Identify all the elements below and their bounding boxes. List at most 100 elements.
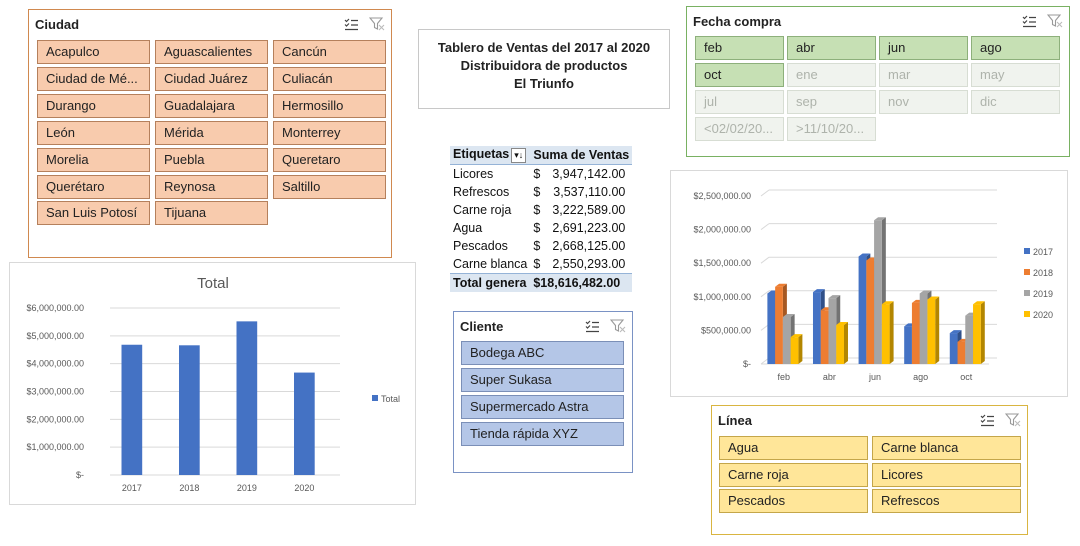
bar-2017-ago	[904, 326, 912, 364]
ciudad-item-cancun[interactable]: Cancún	[273, 40, 386, 64]
pivot-row[interactable]: Licores $3,947,142.00	[450, 165, 632, 184]
bar-2018-oct	[957, 341, 966, 364]
currency-symbol: $	[533, 185, 541, 199]
cliente-item-super-sukasa[interactable]: Super Sukasa	[461, 368, 624, 392]
x-tick-label: 2017	[122, 483, 142, 493]
fecha-item-may[interactable]: may	[971, 63, 1060, 87]
ciudad-item-ciudad-de-me[interactable]: Ciudad de Mé...	[37, 66, 150, 91]
pivot-row-label: Carne roja	[453, 203, 512, 217]
bar-side-2020-jun	[889, 301, 894, 364]
bar-2020-abr	[836, 325, 844, 364]
chart-total-by-year[interactable]: Total $- $1,000,000.00 $2,000,000.00 $3,000,…	[9, 262, 416, 505]
ciudad-item-queretaro[interactable]: Querétaro	[37, 174, 150, 199]
ciudad-item-ciudad-juarez[interactable]: Ciudad Juárez	[155, 66, 268, 91]
clear-filter-icon[interactable]	[369, 16, 385, 32]
multi-select-icon[interactable]	[584, 318, 600, 334]
ciudad-item-tijuana[interactable]: Tijuana	[155, 201, 268, 226]
pivot-row-value-cell: $2,550,293.00	[530, 255, 632, 274]
ciudad-item-culiacan[interactable]: Culiacán	[273, 66, 386, 91]
y-tick-label: $2,000,000.00	[693, 225, 751, 235]
pivot-total-value: $18,616,482.00	[530, 273, 633, 292]
currency-symbol: $	[533, 203, 541, 217]
legend-swatch-2020	[1024, 311, 1030, 317]
pivot-row[interactable]: Carne blanca $2,550,293.00	[450, 255, 632, 274]
linea-item-agua[interactable]: Agua	[719, 436, 868, 460]
chart-total-svg: Total $- $1,000,000.00 $2,000,000.00 $3,000,…	[26, 275, 400, 493]
fecha-item-sep[interactable]: sep	[787, 90, 876, 114]
y-tick-label: $6,000,000.00	[26, 303, 84, 313]
ciudad-item-guadalajara[interactable]: Guadalajara	[155, 93, 268, 118]
multi-select-icon[interactable]	[979, 412, 995, 428]
ciudad-item-morelia[interactable]: Morelia	[37, 147, 150, 172]
fecha-item-abr[interactable]: abr	[787, 36, 876, 60]
multi-select-icon[interactable]	[1021, 13, 1037, 29]
bar-top-2020-oct	[973, 301, 985, 305]
fecha-item-mar[interactable]: mar	[879, 63, 968, 87]
pivot-row-value: 3,947,142.00	[552, 167, 626, 181]
linea-item-carne-blanca[interactable]: Carne blanca	[872, 436, 1021, 460]
pivot-row-value: 3,222,589.00	[552, 203, 626, 217]
ciudad-item-merida[interactable]: Mérida	[155, 120, 268, 145]
ciudad-item-leon[interactable]: León	[37, 120, 150, 145]
ciudad-item-san-luis-potosi[interactable]: San Luis Potosí	[37, 201, 150, 226]
linea-item-carne-roja[interactable]: Carne roja	[719, 462, 868, 487]
sort-filter-button[interactable]: ▾↓	[511, 147, 527, 163]
bar-top-2020-jun	[881, 301, 894, 305]
fecha-item-dic[interactable]: dic	[971, 90, 1060, 114]
pivot-row[interactable]: Agua $2,691,223.00	[450, 219, 632, 237]
bar-side-2020-feb	[798, 334, 803, 364]
bar-2018-jun	[866, 260, 875, 364]
bar-2020-oct	[973, 304, 981, 364]
clear-filter-icon[interactable]	[610, 318, 626, 334]
pivot-row[interactable]: Pescados $2,668,125.00	[450, 237, 632, 255]
clear-filter-icon[interactable]	[1005, 412, 1021, 428]
pivot-row-label: Pescados	[453, 239, 508, 253]
pivot-row[interactable]: Carne roja $3,222,589.00	[450, 201, 632, 219]
legend-label: 2017	[1033, 247, 1053, 257]
bar-2018-abr	[820, 310, 829, 364]
x-tick-label: feb	[778, 372, 791, 382]
ciudad-item-saltillo[interactable]: Saltillo	[273, 174, 386, 199]
cliente-item-bodega-abc[interactable]: Bodega ABC	[461, 341, 624, 365]
chart-monthly-svg: $- $500,000.00 $1,000,000.00 $1,500,000.00 $…	[693, 189, 1053, 382]
slicer-title: Cliente	[460, 318, 504, 334]
fecha-item-ene[interactable]: ene	[787, 63, 876, 87]
fecha-item-nov[interactable]: nov	[879, 90, 968, 114]
y-tick-label: $500,000.00	[701, 325, 751, 335]
slicer-fecha-compra: Fecha compra feb abr jun ago oct ene mar may jul…	[686, 6, 1070, 157]
dashboard-title-line1: Tablero de Ventas del 2017 al 2020	[437, 40, 651, 55]
bar-top-2017-jun	[858, 253, 871, 257]
ciudad-item-queretaro[interactable]: Queretaro	[273, 147, 386, 172]
fecha-item-jun[interactable]: jun	[879, 36, 968, 60]
multi-select-icon[interactable]	[343, 16, 359, 32]
cliente-item-tienda-rapida-xyz[interactable]: Tienda rápida XYZ	[461, 422, 624, 446]
pivot-row[interactable]: Refrescos $3,537,110.00	[450, 183, 632, 201]
linea-item-licores[interactable]: Licores	[872, 462, 1021, 487]
cliente-item-supermercado-astra[interactable]: Supermercado Astra	[461, 395, 624, 419]
ciudad-item-acapulco[interactable]: Acapulco	[37, 40, 150, 64]
fecha-item-oct[interactable]: oct	[695, 63, 784, 87]
pivot-row-label: Agua	[453, 221, 483, 235]
linea-item-refrescos[interactable]: Refrescos	[872, 489, 1021, 513]
bar-top-2019-jun	[874, 217, 886, 221]
currency-symbol: $	[533, 239, 541, 253]
fecha-item-jul[interactable]: jul	[695, 90, 784, 114]
ciudad-item-aguascalientes[interactable]: Aguascalientes	[155, 40, 268, 64]
chart-monthly-by-year[interactable]: $- $500,000.00 $1,000,000.00 $1,500,000.00 $…	[670, 170, 1068, 397]
ciudad-item-durango[interactable]: Durango	[37, 93, 150, 118]
fecha-item-feb[interactable]: feb	[695, 36, 784, 60]
y-tick-label: $3,000,000.00	[26, 387, 84, 397]
ciudad-item-hermosillo[interactable]: Hermosillo	[273, 93, 386, 118]
ciudad-item-puebla[interactable]: Puebla	[155, 147, 268, 172]
legend-label: 2019	[1033, 289, 1053, 299]
fecha-item-ago[interactable]: ago	[971, 36, 1060, 60]
ciudad-item-monterrey[interactable]: Monterrey	[273, 120, 386, 145]
fecha-item-02-02-20[interactable]: <02/02/20...	[695, 117, 784, 141]
y-tick-label: $2,500,000.00	[693, 191, 751, 201]
clear-filter-icon[interactable]	[1047, 13, 1063, 29]
linea-item-pescados[interactable]: Pescados	[719, 489, 868, 513]
ciudad-item-reynosa[interactable]: Reynosa	[155, 174, 268, 199]
fecha-item-11-10-20[interactable]: >11/10/20...	[787, 117, 876, 141]
bar-top-2019-feb	[782, 313, 795, 317]
slicer-header: Línea	[718, 410, 1021, 430]
